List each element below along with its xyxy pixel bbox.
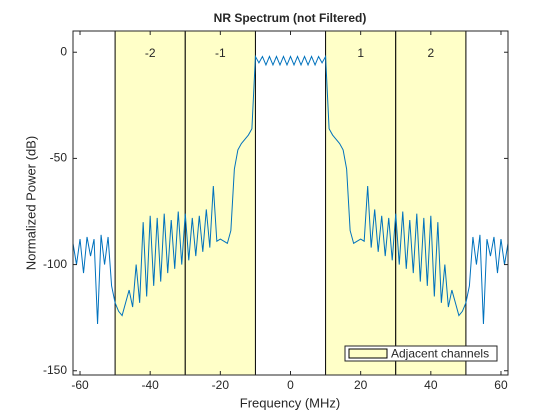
x-axis-label: Frequency (MHz) (240, 395, 340, 410)
adjacent-channel (395, 30, 467, 376)
y-tick-label: -100 (43, 257, 67, 271)
y-tick-label: 0 (60, 44, 67, 58)
x-tick-label: -60 (71, 378, 89, 392)
x-tick-label: 40 (424, 378, 438, 392)
y-tick-label: -50 (50, 151, 68, 165)
spectrum-line (72, 54, 509, 325)
legend-swatch (348, 348, 388, 359)
chart-title: NR Spectrum (not Filtered) (214, 11, 367, 25)
y-tick-label: -150 (43, 363, 67, 377)
channel-label: -1 (215, 46, 226, 60)
x-tick-label: -20 (212, 378, 230, 392)
adjacent-channel (184, 30, 256, 376)
adjacent-channel (114, 30, 186, 376)
x-tick-label: 0 (287, 378, 294, 392)
adjacent-channel (325, 30, 397, 376)
x-tick-label: -40 (142, 378, 160, 392)
channel-label: -2 (145, 46, 156, 60)
y-axis-label: Normalized Power (dB) (23, 136, 38, 270)
x-tick-label: 20 (354, 378, 368, 392)
channel-label: 2 (427, 46, 434, 60)
x-tick-label: 60 (494, 378, 508, 392)
channel-label: 1 (357, 46, 364, 60)
legend-label: Adjacent channels (391, 347, 489, 361)
